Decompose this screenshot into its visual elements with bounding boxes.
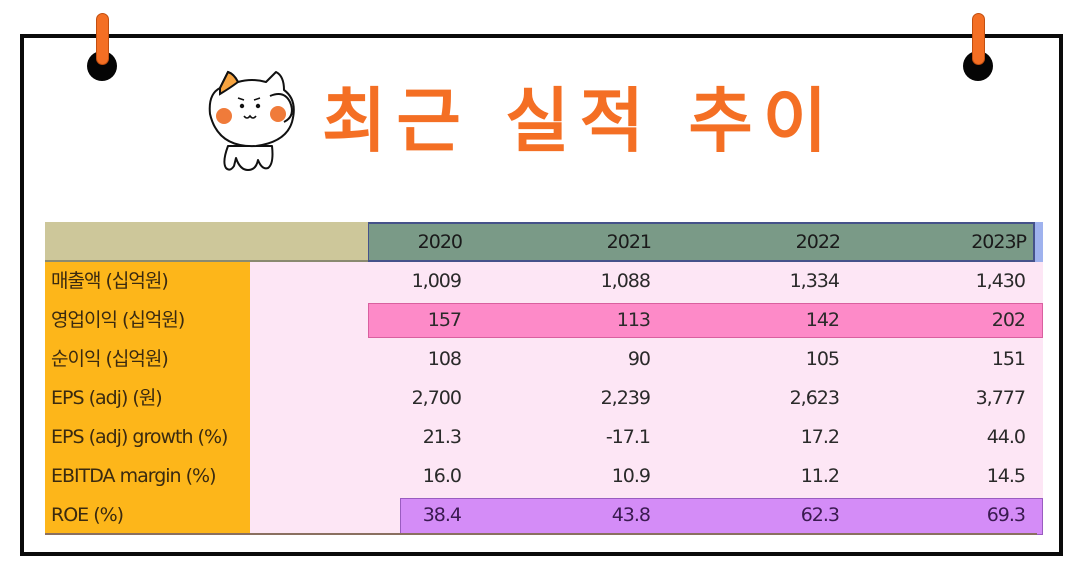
cell-value: 105 bbox=[805, 348, 840, 370]
page-title: 최근 실적 추이 bbox=[322, 80, 838, 162]
binder-ring-right bbox=[963, 13, 993, 83]
cell-value: 3,777 bbox=[975, 387, 1026, 409]
cell-value: 90 bbox=[627, 348, 651, 370]
saluting-cat-icon bbox=[208, 70, 295, 171]
binder-ring-left bbox=[87, 13, 117, 83]
table-body: 매출액 (십억원) 1,009 1,088 1,334 1,430 영업이익 (… bbox=[45, 262, 1043, 535]
table-row: EPS (adj) growth (%) 21.3 -17.1 17.2 44.… bbox=[45, 418, 1043, 457]
column-header: 2022 bbox=[795, 231, 841, 253]
header-blank-cell bbox=[45, 222, 368, 262]
row-label: EPS (adj) growth (%) bbox=[45, 418, 250, 457]
earnings-table: 2020 2021 2022 2023P 매출액 (십억원) 1,009 1,0… bbox=[45, 222, 1043, 535]
cell-value: 113 bbox=[616, 309, 651, 331]
cell-value: 157 bbox=[427, 309, 462, 331]
cell-value: 17.2 bbox=[800, 426, 840, 448]
column-header: 2021 bbox=[606, 231, 652, 253]
cell-value: 202 bbox=[991, 309, 1026, 331]
table-header: 2020 2021 2022 2023P bbox=[45, 222, 1043, 262]
table-row: 순이익 (십억원) 108 90 105 151 bbox=[45, 340, 1043, 379]
cell-value: 38.4 bbox=[422, 504, 462, 526]
cell-value: 1,430 bbox=[975, 270, 1026, 292]
cell-value: 16.0 bbox=[422, 465, 462, 487]
cell-value: 43.8 bbox=[611, 504, 651, 526]
cell-value: 1,334 bbox=[789, 270, 840, 292]
table-row: 매출액 (십억원) 1,009 1,088 1,334 1,430 bbox=[45, 262, 1043, 301]
header-edge bbox=[1035, 222, 1043, 262]
cell-value: 151 bbox=[991, 348, 1026, 370]
row-label: 매출액 (십억원) bbox=[45, 262, 250, 301]
row-label: ROE (%) bbox=[45, 496, 250, 535]
cell-value: 21.3 bbox=[422, 426, 462, 448]
row-label: EBITDA margin (%) bbox=[45, 457, 250, 496]
cell-value: 2,700 bbox=[411, 387, 462, 409]
cell-value: 44.0 bbox=[986, 426, 1026, 448]
table-bottom-border bbox=[45, 533, 1037, 535]
binder-ring-icon bbox=[972, 13, 985, 65]
cell-value: 2,239 bbox=[600, 387, 651, 409]
cell-value: 14.5 bbox=[986, 465, 1026, 487]
row-label: 순이익 (십억원) bbox=[45, 340, 250, 379]
binder-ring-icon bbox=[96, 13, 109, 65]
row-highlight-pink bbox=[368, 303, 1043, 338]
cell-value: -17.1 bbox=[605, 426, 651, 448]
cell-value: 2,623 bbox=[789, 387, 840, 409]
cell-value: 62.3 bbox=[800, 504, 840, 526]
row-label: EPS (adj) (원) bbox=[45, 379, 250, 418]
cell-value: 142 bbox=[805, 309, 840, 331]
cell-value: 69.3 bbox=[986, 504, 1026, 526]
table-row-highlighted: ROE (%) 38.4 43.8 62.3 69.3 bbox=[45, 496, 1043, 535]
row-label: 영업이익 (십억원) bbox=[45, 301, 250, 340]
table-row-highlighted: 영업이익 (십억원) 157 113 142 202 bbox=[45, 301, 1043, 340]
column-header: 2023P bbox=[971, 231, 1027, 253]
header: 최근 실적 추이 bbox=[200, 66, 837, 176]
cell-value: 11.2 bbox=[800, 465, 840, 487]
cell-value: 108 bbox=[427, 348, 462, 370]
header-years: 2020 2021 2022 2023P bbox=[368, 222, 1035, 262]
row-highlight-purple bbox=[400, 498, 1043, 535]
cell-value: 1,088 bbox=[600, 270, 651, 292]
cell-value: 1,009 bbox=[411, 270, 462, 292]
table-row: EPS (adj) (원) 2,700 2,239 2,623 3,777 bbox=[45, 379, 1043, 418]
cell-value: 10.9 bbox=[611, 465, 651, 487]
column-header: 2020 bbox=[417, 231, 463, 253]
table-row: EBITDA margin (%) 16.0 10.9 11.2 14.5 bbox=[45, 457, 1043, 496]
